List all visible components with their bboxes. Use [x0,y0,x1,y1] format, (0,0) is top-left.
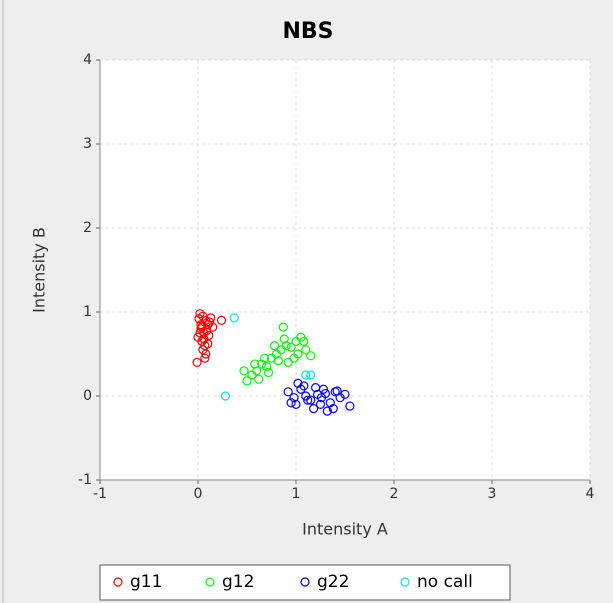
point [260,353,270,363]
point [306,351,316,361]
point [322,406,332,416]
point [216,315,227,325]
point [345,401,355,411]
point [263,367,274,378]
legend [99,564,511,601]
point [200,353,210,363]
point [195,328,205,338]
y-tick-label: 0 [83,388,92,404]
point [242,376,252,386]
point [286,398,296,408]
x-tick-label: 4 [586,486,595,502]
x-tick-label: -1 [93,486,107,502]
point [203,339,213,349]
point [293,378,303,388]
x-tick-label: 1 [292,486,301,502]
point [192,357,202,367]
point [262,362,272,372]
point [220,391,231,401]
point [283,387,293,397]
point [195,309,205,319]
point [340,389,350,399]
point [306,395,316,405]
legend-marker [205,577,215,587]
x-tick-label: 0 [194,486,203,502]
point [306,370,316,380]
x-axis-label: Intensity A [302,520,388,539]
x-tick-label: 3 [488,486,497,502]
point [332,386,342,396]
point [325,398,335,408]
x-tick-label: 2 [390,486,399,502]
chart-title: NBS [282,19,333,44]
point [283,357,293,367]
legend-label: g11 [130,572,162,592]
y-tick-label: 3 [83,136,92,152]
point [201,349,211,359]
point [289,393,299,403]
point [206,313,216,323]
y-tick-label: -1 [78,472,92,488]
legend-marker [113,577,123,587]
point [281,341,291,351]
point [318,384,329,394]
y-axis-label: Intensity B [30,227,49,313]
point [269,341,280,351]
point [279,334,289,344]
point [254,374,264,384]
point [289,353,299,363]
point [250,359,260,369]
point [239,366,249,376]
point [291,399,301,409]
plot-area [100,60,590,480]
legend-label: g22 [317,572,349,592]
legend-label: g12 [222,572,254,592]
point [205,317,215,327]
point [316,393,327,403]
point [299,336,309,346]
point [257,359,267,369]
point [299,381,309,391]
y-tick-label: 2 [83,220,92,236]
point [273,356,283,366]
point [278,322,288,332]
y-tick-label: 1 [83,304,92,320]
legend-marker [400,577,410,587]
legend-label: no call [417,572,473,592]
legend-marker [300,577,310,587]
point [303,395,313,405]
point [252,366,262,376]
point [229,313,239,323]
point [328,404,338,414]
point [309,404,319,414]
point [301,370,311,380]
point [301,345,311,355]
point [286,342,296,352]
y-tick-label: 4 [83,52,92,68]
point [199,328,209,338]
point [208,322,218,332]
point [194,314,204,324]
point [197,322,207,332]
point [315,399,326,409]
